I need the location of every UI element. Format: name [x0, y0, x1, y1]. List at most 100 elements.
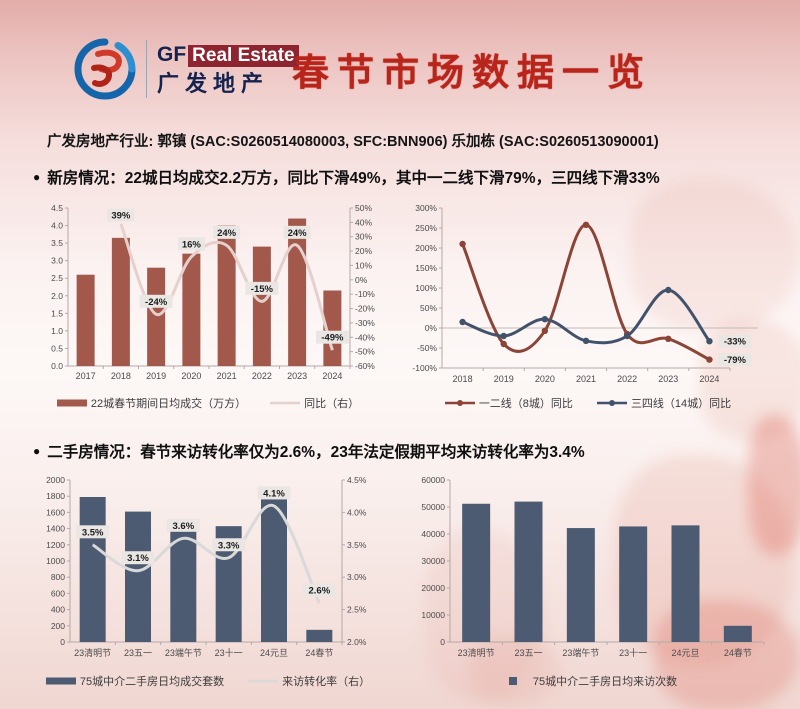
axis-label: 4.0: [51, 221, 63, 231]
legend-label: 三四线（14城）同比: [630, 398, 732, 410]
data-label: -49%: [321, 333, 344, 344]
x-tick-label: 23十一: [619, 647, 647, 658]
x-tick-label: 2024: [699, 374, 719, 384]
chart-new-home-yoy-by-tier-svg: -100% -50% 0% 50% 100% 150% 200% 250% 300% 2018 20…: [412, 203, 758, 384]
axis-label: 40000: [421, 529, 445, 539]
axis-label: 30%: [355, 232, 372, 242]
legend-label: 一二线（8城）同比: [478, 398, 573, 410]
x-tick-label: 2020: [535, 374, 555, 384]
x-tick-label: 23清明节: [458, 647, 495, 658]
bar: [514, 501, 543, 642]
data-label: 39%: [111, 211, 131, 222]
axis-label: 4.0%: [347, 507, 367, 517]
axis-label: -30%: [355, 318, 375, 328]
bar: [261, 497, 287, 642]
axis-label: 0: [440, 637, 445, 647]
chart-new-home-yoy-by-tier: -100% -50% 0% 50% 100% 150% 200% 250% 300% 2018 20…: [396, 196, 780, 411]
legend-label: 75城中介二手房日均来访次数: [532, 676, 678, 688]
chart-second-hand-visits: 0 10000 20000 30000 40000 50000 60000 23清明节 23五一…: [398, 468, 778, 689]
axis-label: 50000: [421, 502, 445, 512]
axis-label: 250%: [415, 223, 437, 233]
axis-label: 150%: [415, 263, 437, 273]
legend-item: 75城中介二手房日均成交套数: [45, 673, 224, 689]
bar: [566, 528, 595, 642]
axis-label: -10%: [355, 289, 375, 299]
bar: [619, 526, 648, 642]
data-label: 4.1%: [263, 488, 285, 499]
x-tick-label: 23十一: [215, 647, 243, 658]
bullet-second-hand: ● 二手房情况：春节来访转化率仅为2.6%，23年法定假期平均来访转化率为3.4…: [33, 440, 585, 462]
axis-label: 0.0: [51, 361, 63, 371]
bar: [79, 497, 106, 642]
legend-swatch-linemark: [596, 400, 627, 406]
axis-label: -50%: [417, 343, 437, 353]
logo-text: GF Real Estate 广发地产: [157, 44, 299, 95]
end-label-box: [718, 353, 752, 367]
data-label-box: [213, 225, 241, 239]
data-label: 24%: [217, 228, 237, 239]
analyst-line: 广发房地产行业: 郭镇 (SAC:S0260514080003, SFC:BNN…: [47, 134, 659, 150]
chart-new-home-volume: 0.0 0.5 1.0 1.5 2.0 2.5 3.0 3.5 4.0 4.5 2017 2018 20…: [30, 196, 386, 411]
legend-swatch-line: [248, 679, 279, 683]
data-label: 3.6%: [173, 521, 195, 532]
data-point: [706, 356, 713, 363]
axis-label: 2.5%: [347, 605, 367, 615]
data-label-box: [315, 330, 349, 344]
legend-item: 22城春节期间日均成交（万方）: [56, 395, 246, 411]
x-tick-label: 23五一: [124, 648, 152, 658]
data-label: 2.6%: [309, 586, 331, 597]
x-tick-label: 2022: [617, 374, 637, 384]
axis-label: 100%: [415, 283, 437, 293]
data-point: [459, 240, 466, 248]
bar: [306, 629, 333, 642]
axis-label: 20%: [355, 246, 372, 256]
x-tick-label: 23五一: [514, 648, 542, 658]
axis-label: 3.0%: [347, 572, 367, 582]
axis-label: 1600: [46, 507, 65, 517]
end-label-box: [718, 334, 752, 348]
axis-label: 10%: [355, 260, 372, 270]
data-label-box: [121, 551, 155, 565]
x-tick-label: 23端午节: [165, 647, 202, 658]
x-tick-label: 2019: [146, 371, 166, 381]
axis-label: -20%: [355, 304, 375, 314]
bar: [170, 528, 197, 642]
data-point: [582, 221, 590, 228]
data-label-box: [76, 525, 110, 539]
x-tick-label: 2023: [658, 374, 678, 384]
data-label-box: [107, 208, 135, 222]
axis-label: 50%: [355, 203, 372, 213]
bar: [671, 525, 700, 642]
axis-label: 200: [51, 621, 65, 631]
axis-label: 800: [51, 572, 65, 582]
data-point: [665, 286, 672, 294]
axis-label: -60%: [355, 361, 375, 371]
chart-second-hand-sales-conversion-svg: 0 200 400 600 800 1000 1200 1400 1600 1800 2000 23清…: [46, 475, 367, 658]
axis-label: 4.5: [51, 203, 63, 213]
data-label: -24%: [145, 297, 168, 308]
chart-new-home-volume-svg: 0.0 0.5 1.0 1.5 2.0 2.5 3.0 3.5 4.0 4.5 2017 2018 20…: [51, 203, 375, 381]
x-tick-label: 2020: [181, 371, 201, 381]
axis-label: 0: [60, 637, 65, 647]
axis-label: 4.5%: [347, 475, 367, 485]
bar: [182, 253, 201, 366]
logo-real-estate-badge: Real Estate: [188, 44, 299, 67]
chart-second-hand-sales-conversion: 0 200 400 600 800 1000 1200 1400 1600 1800 2000 23清…: [30, 468, 386, 689]
data-label-box: [283, 225, 311, 239]
axis-label: 200%: [415, 243, 437, 253]
axis-label: 300%: [415, 203, 437, 213]
axis-label: -50%: [355, 347, 375, 357]
data-label: -15%: [251, 284, 274, 295]
x-tick-label: 23清明节: [74, 647, 111, 658]
chart-second-hand-visits-svg: 0 10000 20000 30000 40000 50000 60000 23清明节 23五一…: [421, 475, 765, 658]
legend-swatch-bar: [56, 399, 87, 407]
axis-label: 30000: [421, 556, 445, 566]
data-label-box: [302, 583, 336, 597]
axis-label: 0%: [425, 323, 438, 333]
bar: [723, 625, 752, 642]
bullet-marker: ●: [33, 170, 41, 184]
chart-second-hand-sales-conversion-legend: 75城中介二手房日均成交套数 来访转化率（右）: [30, 673, 386, 689]
axis-label: 50%: [420, 303, 437, 313]
page-title: 春节市场数据一览: [292, 53, 652, 94]
axis-label: 2.0%: [347, 637, 367, 647]
